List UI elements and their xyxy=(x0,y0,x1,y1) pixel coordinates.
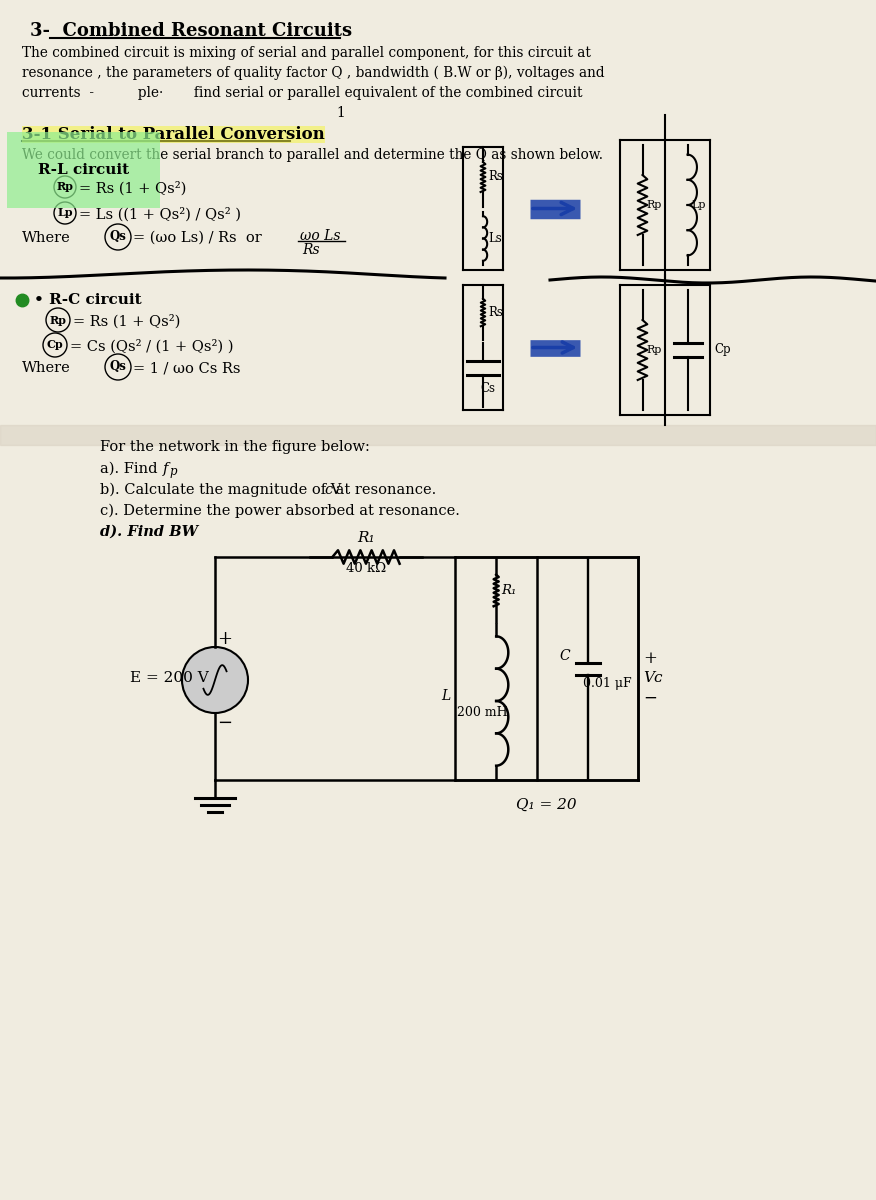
Text: 40 kΩ: 40 kΩ xyxy=(346,562,386,575)
Text: = (ωo Ls) / Rs  or: = (ωo Ls) / Rs or xyxy=(133,230,262,245)
Text: −: − xyxy=(643,690,657,707)
Text: Rs: Rs xyxy=(488,306,503,319)
Text: 3-1 Serial to Parallel Conversion: 3-1 Serial to Parallel Conversion xyxy=(22,126,325,143)
Circle shape xyxy=(182,647,248,713)
Text: −: − xyxy=(217,714,232,732)
Text: • R-C circuit: • R-C circuit xyxy=(34,293,142,307)
Text: Rs: Rs xyxy=(302,242,320,257)
Text: For the network in the figure below:: For the network in the figure below: xyxy=(100,440,370,454)
Text: 1: 1 xyxy=(22,106,346,120)
Text: R₁: R₁ xyxy=(501,584,517,596)
Text: Ls': Ls' xyxy=(488,232,505,245)
Text: 3-  Combined Resonant Circuits: 3- Combined Resonant Circuits xyxy=(30,22,352,40)
Text: Qs: Qs xyxy=(110,230,126,244)
Text: = Ls ((1 + Qs²) / Qs² ): = Ls ((1 + Qs²) / Qs² ) xyxy=(79,206,241,221)
Text: Rp: Rp xyxy=(50,314,67,325)
Text: d). Find BW: d). Find BW xyxy=(100,526,198,539)
Text: 0.01 μF: 0.01 μF xyxy=(583,677,632,690)
Text: resonance , the parameters of quality factor Q , bandwidth ( B.W or β), voltages: resonance , the parameters of quality fa… xyxy=(22,66,604,80)
Text: +: + xyxy=(643,650,657,667)
Text: Rs: Rs xyxy=(488,170,503,184)
Text: We could convert the serial branch to parallel and determine the Q as shown belo: We could convert the serial branch to pa… xyxy=(22,148,603,162)
Text: Cp: Cp xyxy=(46,340,63,350)
Text: C: C xyxy=(560,649,570,664)
Text: Where: Where xyxy=(22,230,71,245)
Text: +: + xyxy=(217,630,232,648)
Text: currents  -          ple·       find serial or parallel equivalent of the combin: currents - ple· find serial or parallel … xyxy=(22,86,583,100)
Text: 200 mH: 200 mH xyxy=(457,707,507,720)
Text: R₁: R₁ xyxy=(357,530,375,545)
Text: = Rs (1 + Qs²): = Rs (1 + Qs²) xyxy=(73,314,180,329)
Text: = 1 / ωo Cs Rs: = 1 / ωo Cs Rs xyxy=(133,361,241,374)
Text: Lp: Lp xyxy=(691,200,706,210)
Text: at resonance.: at resonance. xyxy=(331,482,436,497)
Text: Rp: Rp xyxy=(646,200,662,210)
Text: c). Determine the power absorbed at resonance.: c). Determine the power absorbed at reso… xyxy=(100,504,460,518)
Text: ωo Ls: ωo Ls xyxy=(300,229,341,242)
Text: Where: Where xyxy=(22,361,71,374)
Text: p: p xyxy=(170,464,178,478)
Text: Cs: Cs xyxy=(481,382,496,395)
Text: Cp: Cp xyxy=(714,343,731,356)
Text: a). Find: a). Find xyxy=(100,462,162,476)
Text: R-L circuit: R-L circuit xyxy=(38,163,129,176)
Text: Qs: Qs xyxy=(110,360,126,373)
Text: f: f xyxy=(163,462,168,476)
Text: = Rs (1 + Qs²): = Rs (1 + Qs²) xyxy=(79,181,187,196)
Text: Lp: Lp xyxy=(57,208,73,218)
Text: Rp: Rp xyxy=(646,346,662,355)
Text: L: L xyxy=(441,689,450,703)
Text: c: c xyxy=(324,482,332,497)
Text: Q₁ = 20: Q₁ = 20 xyxy=(516,798,576,812)
Text: E = 200 V: E = 200 V xyxy=(130,671,208,685)
Text: Vᴄ: Vᴄ xyxy=(643,672,662,685)
Text: = Cs (Qs² / (1 + Qs²) ): = Cs (Qs² / (1 + Qs²) ) xyxy=(70,338,234,353)
Text: The combined circuit is mixing of serial and parallel component, for this circui: The combined circuit is mixing of serial… xyxy=(22,46,591,60)
Text: Rp: Rp xyxy=(56,181,74,192)
Text: b). Calculate the magnitude of V: b). Calculate the magnitude of V xyxy=(100,482,342,497)
Bar xyxy=(0,425,876,445)
